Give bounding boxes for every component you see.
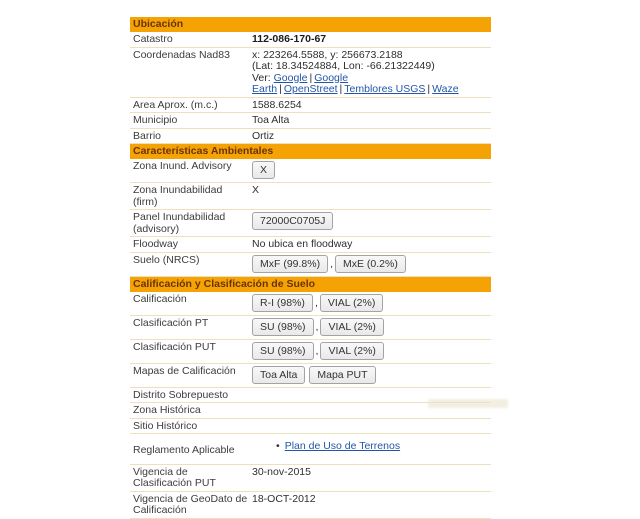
google-earth-link[interactable]: Google Earth xyxy=(252,71,349,95)
clasificacion-put-su-button[interactable]: SU (98%) xyxy=(252,341,314,360)
table-row-vigencia-put: Vigencia de Clasificación PUT 30-nov-201… xyxy=(130,465,491,492)
row-label: Coordenadas Nad83 xyxy=(133,48,230,61)
row-label: Distrito Sobrepuesto xyxy=(133,388,229,401)
section-header-ubicacion: Ubicación xyxy=(130,17,491,32)
sitio-historico-value xyxy=(252,419,491,422)
suelo-mxe-button[interactable]: MxE (0.2%) xyxy=(335,254,406,273)
row-label: Sitio Histórico xyxy=(133,419,198,432)
area-value: 1588.6254 xyxy=(252,98,302,111)
table-row-clasificacion-put: Clasificación PUT SU (98%), VIAL (2%) xyxy=(130,340,491,364)
table-row-suelo-nrcs: Suelo (NRCS) MxF (99.8%), MxE (0.2%) xyxy=(130,253,491,277)
row-label: Calificación xyxy=(133,292,187,305)
button-separator: , xyxy=(314,296,318,309)
municipio-value: Toa Alta xyxy=(252,114,290,126)
zona-inund-firm-value: X xyxy=(252,184,260,196)
google-link[interactable]: Google xyxy=(273,71,308,84)
calificacion-ri-button[interactable]: R-I (98%) xyxy=(252,293,313,312)
link-separator: | xyxy=(309,71,313,84)
openstreet-link[interactable]: OpenStreet xyxy=(283,83,338,95)
table-row-catastro: Catastro 112-086-170-67 xyxy=(130,32,491,48)
row-label: Zona Histórica xyxy=(133,404,201,416)
table-row-area: Area Aprox. (m.c.) 1588.6254 xyxy=(130,98,491,113)
clasificacion-pt-su-button[interactable]: SU (98%) xyxy=(252,317,314,336)
row-label: Clasificación PUT xyxy=(133,340,216,353)
table-row-mapas-calificacion: Mapas de Calificación Toa Alta Mapa PUT xyxy=(130,364,491,388)
plan-uso-terrenos-link[interactable]: Plan de Uso de Terrenos xyxy=(284,440,401,452)
distrito-sobrepuesto-value xyxy=(252,388,491,391)
button-separator: , xyxy=(330,257,334,270)
table-row-clasificacion-pt: Clasificación PT SU (98%), VIAL (2%) xyxy=(130,316,491,340)
watermark-artifact xyxy=(428,399,508,408)
table-row-reglamento: Reglamento Aplicable • Plan de Uso de Ter… xyxy=(130,434,491,465)
row-label: Catastro xyxy=(133,33,173,45)
table-row-vigencia-geodato: Vigencia de GeoDato de Calificación 18-O… xyxy=(130,492,491,519)
table-row-sitio-historico: Sitio Histórico xyxy=(130,419,491,434)
clasificacion-pt-vial-button[interactable]: VIAL (2%) xyxy=(320,317,384,336)
row-label: Suelo (NRCS) xyxy=(133,253,200,266)
panel-inundabilidad-button[interactable]: 72000C0705J xyxy=(252,212,334,230)
link-separator: | xyxy=(427,83,431,95)
bullet-marker: • xyxy=(276,440,280,452)
clasificacion-put-vial-button[interactable]: VIAL (2%) xyxy=(320,341,384,360)
row-label: Vigencia de Clasificación PUT xyxy=(133,465,216,489)
floodway-value: No ubica en floodway xyxy=(252,238,353,250)
table-row-zona-inund-advisory: Zona Inund. Advisory X xyxy=(130,159,491,183)
vigencia-put-value: 30-nov-2015 xyxy=(252,465,311,478)
vigencia-geodato-value: 18-OCT-2012 xyxy=(252,492,316,505)
zona-inund-advisory-button[interactable]: X xyxy=(252,161,276,179)
table-row-calificacion: Calificación R-I (98%), VIAL (2%) xyxy=(130,292,491,316)
barrio-value: Ortiz xyxy=(252,129,275,142)
table-row-zona-inund-firm: Zona Inundabilidad (firm) X xyxy=(130,183,491,210)
button-separator: , xyxy=(315,344,319,357)
row-label: Reglamento Aplicable xyxy=(133,444,235,456)
section-header-ambientales: Características Ambientales xyxy=(130,144,491,159)
mapa-put-button[interactable]: Mapa PUT xyxy=(309,365,376,384)
link-separator: | xyxy=(279,83,282,95)
row-label: Area Aprox. (m.c.) xyxy=(133,98,218,111)
table-row-distrito-sobrepuesto: Distrito Sobrepuesto xyxy=(130,388,491,403)
coordinates-xy: x: 223264.5588, y: 256673.2188 xyxy=(252,48,403,61)
temblores-usgs-link[interactable]: Temblores USGS xyxy=(344,83,426,95)
suelo-mxf-button[interactable]: MxF (99.8%) xyxy=(252,254,329,273)
waze-link[interactable]: Waze xyxy=(432,83,459,95)
row-label: Floodway xyxy=(133,238,178,250)
calificacion-vial-button[interactable]: VIAL (2%) xyxy=(319,293,384,312)
table-row-barrio: Barrio Ortiz xyxy=(130,129,491,144)
coordinates-latlon: (Lat: 18.34524884, Lon: -66.21322449) xyxy=(252,60,435,72)
row-label: Zona Inundabilidad (firm) xyxy=(133,184,223,208)
table-row-municipio: Municipio Toa Alta xyxy=(130,113,491,129)
table-row-panel-inundabilidad: Panel Inundabilidad (advisory) 72000C070… xyxy=(130,210,491,237)
row-label: Zona Inund. Advisory xyxy=(133,160,232,172)
mapa-toa-alta-button[interactable]: Toa Alta xyxy=(252,365,306,384)
link-separator: | xyxy=(339,83,343,95)
row-label: Clasificación PT xyxy=(133,316,209,329)
row-label: Vigencia de GeoDato de Calificación xyxy=(133,492,248,516)
row-label: Barrio xyxy=(133,129,162,142)
table-row-coordenadas: Coordenadas Nad83 x: 223264.5588, y: 256… xyxy=(130,48,491,98)
section-header-calificacion: Calificación y Clasificación de Suelo xyxy=(130,276,491,292)
button-separator: , xyxy=(315,320,319,333)
row-label: Panel Inundabilidad (advisory) xyxy=(133,211,226,235)
table-row-floodway: Floodway No ubica en floodway xyxy=(130,237,491,253)
ver-prefix: Ver: xyxy=(252,71,271,84)
catastro-value: 112-086-170-67 xyxy=(252,33,327,45)
row-label: Mapas de Calificación xyxy=(133,364,236,377)
map-links: Ver: Google | Google Earth | OpenStreet | Temb… xyxy=(252,71,484,96)
property-info-table: Ubicación Catastro 112-086-170-67 Coorde… xyxy=(130,17,491,519)
table-row-zona-historica: Zona Histórica xyxy=(130,403,491,419)
row-label: Municipio xyxy=(133,114,178,126)
